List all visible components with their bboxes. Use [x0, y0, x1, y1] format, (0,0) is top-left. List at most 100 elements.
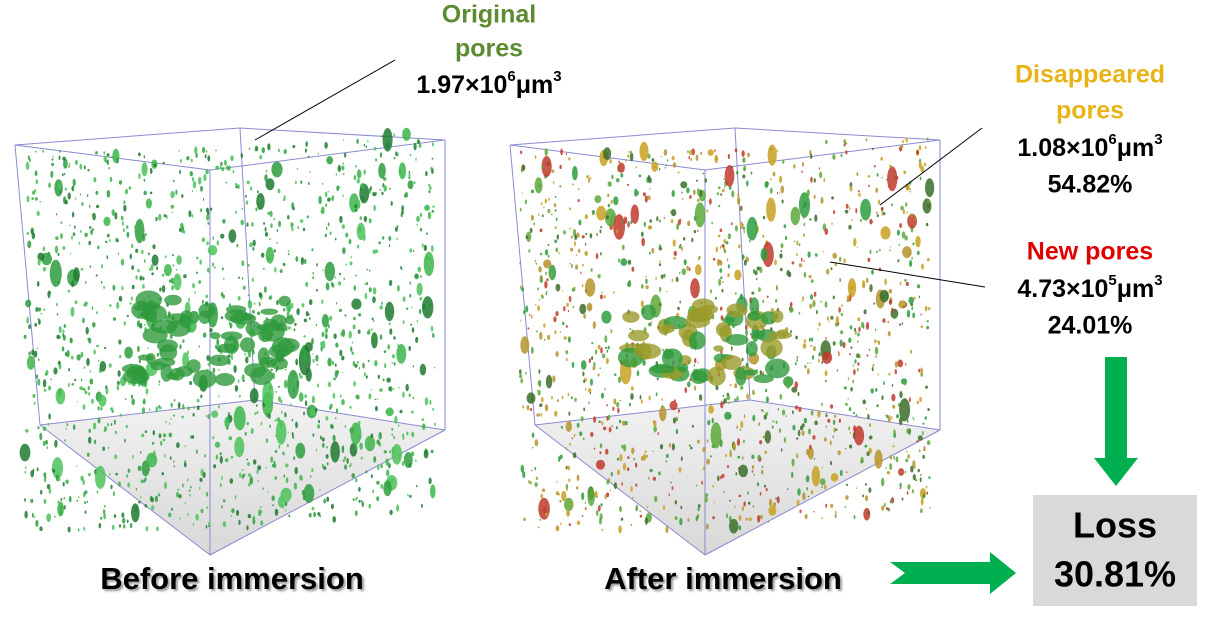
- pore: [188, 210, 192, 218]
- pore: [370, 389, 372, 391]
- pore-cluster: [752, 329, 766, 340]
- pore: [868, 348, 870, 351]
- cube-edge: [209, 429, 446, 556]
- pore: [809, 337, 811, 342]
- pore: [287, 215, 290, 220]
- pore: [629, 328, 632, 331]
- pore: [68, 162, 71, 165]
- pore: [857, 190, 860, 193]
- pore: [845, 483, 849, 487]
- pore: [310, 475, 312, 478]
- pore: [192, 523, 194, 526]
- pore: [409, 281, 412, 285]
- pore: [671, 155, 675, 161]
- pore: [837, 450, 841, 456]
- pore: [640, 399, 643, 404]
- pore: [622, 462, 627, 471]
- pore: [66, 350, 70, 358]
- pore: [901, 231, 906, 239]
- pore: [572, 183, 574, 186]
- pore: [874, 339, 877, 344]
- pore: [355, 165, 357, 168]
- pore: [886, 414, 889, 419]
- pore-cluster: [270, 314, 287, 328]
- pore: [843, 143, 846, 147]
- pore: [161, 273, 165, 277]
- pore: [92, 212, 96, 221]
- pore: [50, 378, 52, 381]
- pore: [539, 228, 543, 233]
- pore: [854, 359, 857, 364]
- pore: [274, 508, 279, 516]
- pore: [651, 161, 659, 172]
- pore-cluster: [278, 295, 292, 307]
- pore: [341, 329, 346, 337]
- pore-cluster: [707, 366, 726, 386]
- pore: [694, 357, 697, 364]
- pore: [330, 423, 334, 429]
- pore: [116, 301, 120, 310]
- pore: [321, 331, 325, 338]
- pore: [39, 526, 43, 531]
- pore: [659, 167, 661, 171]
- pore: [702, 446, 706, 453]
- pore: [220, 161, 223, 166]
- pore: [389, 509, 393, 515]
- pore: [368, 188, 371, 194]
- leader-line: [829, 261, 986, 288]
- pore: [814, 420, 818, 426]
- pore: [732, 442, 737, 450]
- pore: [807, 447, 814, 460]
- pore: [668, 443, 672, 448]
- pore: [681, 268, 686, 276]
- pore: [287, 326, 291, 330]
- pore: [170, 204, 175, 209]
- pore: [194, 291, 196, 294]
- pore: [746, 180, 749, 187]
- pore: [630, 486, 633, 492]
- pore-cluster: [198, 310, 211, 325]
- pore: [199, 486, 201, 490]
- pore: [520, 319, 522, 322]
- pore: [389, 328, 393, 335]
- pore: [332, 392, 336, 399]
- pore: [653, 420, 657, 427]
- pore: [907, 419, 909, 423]
- pore: [33, 350, 38, 358]
- pore: [118, 180, 123, 185]
- pore: [583, 313, 586, 319]
- pore: [871, 269, 874, 275]
- pore: [545, 271, 547, 276]
- pore: [158, 383, 160, 386]
- pore: [269, 238, 271, 241]
- pore: [231, 508, 235, 514]
- pore: [770, 147, 772, 151]
- pore: [720, 276, 723, 280]
- pore: [919, 396, 922, 402]
- pore: [37, 426, 40, 430]
- pore: [52, 156, 54, 158]
- pore: [359, 442, 363, 450]
- pore: [537, 305, 540, 312]
- pore: [897, 359, 904, 368]
- pore: [413, 181, 416, 185]
- pore: [701, 480, 703, 485]
- pore: [388, 244, 391, 248]
- pore: [571, 501, 574, 507]
- pore: [922, 198, 932, 214]
- pore: [610, 213, 615, 219]
- pore: [553, 203, 557, 208]
- pore: [641, 237, 645, 247]
- pore: [780, 249, 783, 253]
- pore: [898, 300, 907, 309]
- pore: [260, 421, 263, 426]
- pore: [129, 302, 132, 305]
- pore: [171, 212, 173, 214]
- pore: [575, 264, 579, 270]
- pore: [571, 263, 573, 269]
- pore: [316, 363, 319, 366]
- pore: [332, 434, 336, 442]
- pore: [895, 456, 899, 463]
- pore: [918, 368, 921, 373]
